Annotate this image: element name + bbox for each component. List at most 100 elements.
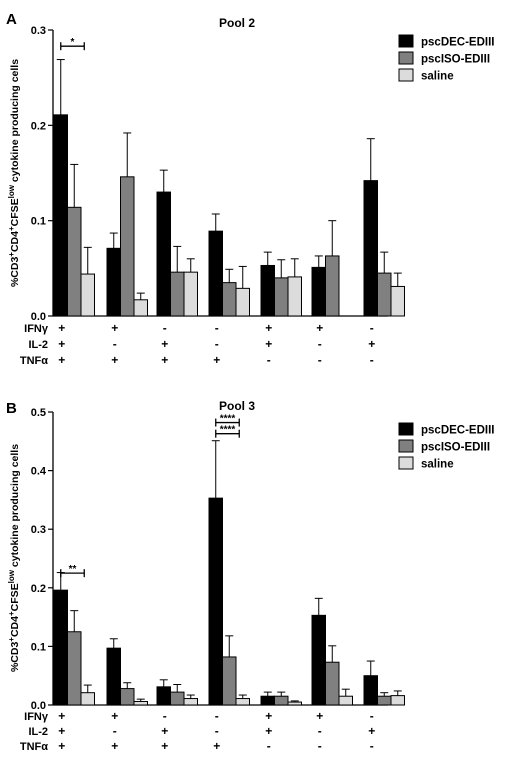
cytokine-sign: - <box>163 321 167 335</box>
bar-saline <box>133 299 148 317</box>
cytokine-sign: + <box>265 709 272 723</box>
bar-pscdec-ediii <box>156 191 171 317</box>
legend-swatch <box>398 456 414 470</box>
cytokine-sign: + <box>368 337 375 351</box>
cytokine-sign: - <box>267 353 271 367</box>
bar-psciso-ediii <box>67 206 82 317</box>
y-tick-label: 0.3 <box>31 25 46 37</box>
bar-saline <box>235 698 250 706</box>
legend-label: pscDEC-EDIII <box>421 37 495 49</box>
label-part: %CD3 <box>9 642 21 673</box>
cytokine-sign: - <box>318 353 322 367</box>
y-tick-label: 0.2 <box>31 120 46 132</box>
cytokine-sign: - <box>370 353 374 367</box>
cytokine-sign: + <box>316 709 323 723</box>
y-tick-label: 0.1 <box>31 216 46 228</box>
cytokine-sign: + <box>111 321 118 335</box>
bar-saline <box>183 698 198 706</box>
cytokine-sign: + <box>265 724 272 738</box>
cytokine-sign: + <box>265 321 272 335</box>
cytokine-sign: - <box>113 724 117 738</box>
bar-psciso-ediii <box>222 656 237 706</box>
cytokine-row-label: IL-2 <box>28 339 48 351</box>
superscript: + <box>7 252 16 257</box>
cytokine-sign: + <box>58 739 65 753</box>
label-part: cytokine producing cells <box>9 444 21 570</box>
superscript: low <box>7 569 16 583</box>
bar-psciso-ediii <box>170 271 185 317</box>
cytokine-sign: - <box>215 724 219 738</box>
bar-psciso-ediii <box>274 277 289 317</box>
legend-label: pscISO-EDIII <box>421 54 490 66</box>
bar-saline <box>287 701 302 706</box>
y-tick-label: 0.4 <box>31 466 47 478</box>
y-tick-label: 0.1 <box>31 641 46 653</box>
cytokine-row-label: TNFα <box>20 741 48 753</box>
cytokine-sign: + <box>161 337 168 351</box>
cytokine-row-label: IFNγ <box>24 323 49 335</box>
label-part: CD4 <box>9 231 21 252</box>
bar-saline <box>390 285 405 317</box>
cytokine-row-label: IFNγ <box>24 711 49 723</box>
cytokine-sign: - <box>318 739 322 753</box>
bar-pscdec-ediii <box>260 264 275 317</box>
bar-psciso-ediii <box>67 631 82 706</box>
cytokine-sign: + <box>265 337 272 351</box>
y-tick-label: 0.3 <box>31 524 46 536</box>
superscript: low <box>7 184 16 198</box>
cytokine-sign: + <box>58 353 65 367</box>
cytokine-sign: + <box>58 724 65 738</box>
bar-pscdec-ediii <box>311 614 326 706</box>
bar-saline <box>235 287 250 317</box>
bar-saline <box>183 271 198 317</box>
bar-psciso-ediii <box>325 255 340 317</box>
significance-label: ** <box>69 564 77 575</box>
bar-pscdec-ediii <box>208 230 223 317</box>
cytokine-sign: + <box>368 724 375 738</box>
cytokine-sign: + <box>111 739 118 753</box>
label-part: %CD3 <box>9 257 21 288</box>
bar-pscdec-ediii <box>53 589 68 706</box>
y-tick-label: 0.2 <box>31 583 46 595</box>
superscript: + <box>7 611 16 616</box>
bar-pscdec-ediii <box>208 497 223 706</box>
bar-pscdec-ediii <box>363 180 378 317</box>
bar-pscdec-ediii <box>156 686 171 706</box>
legend-swatch <box>398 422 414 436</box>
cytokine-sign: - <box>318 337 322 351</box>
label-part: CFSE <box>9 198 21 226</box>
cytokine-sign: - <box>370 709 374 723</box>
bar-pscdec-ediii <box>311 266 326 317</box>
cytokine-sign: - <box>318 724 322 738</box>
y-axis-label: %CD3+CD4+CFSElow cytokine producing cell… <box>7 444 22 672</box>
bar-pscdec-ediii <box>260 695 275 706</box>
cytokine-sign: - <box>163 709 167 723</box>
cytokine-sign: - <box>113 337 117 351</box>
chart-title: Pool 2 <box>219 16 255 30</box>
y-tick-label: 0.0 <box>31 700 46 712</box>
significance-label: **** <box>220 425 236 436</box>
cytokine-sign: + <box>316 321 323 335</box>
legend-label: pscDEC-EDIII <box>421 425 495 437</box>
cytokine-sign: + <box>58 321 65 335</box>
superscript: + <box>7 226 16 231</box>
bar-pscdec-ediii <box>106 647 121 706</box>
legend-swatch <box>398 439 414 453</box>
cytokine-sign: + <box>111 709 118 723</box>
panel-letter: A <box>6 11 17 28</box>
cytokine-row-label: IL-2 <box>28 726 48 738</box>
bar-psciso-ediii <box>274 695 289 706</box>
label-part: CD4 <box>9 616 21 637</box>
legend-swatch <box>398 68 414 82</box>
panel-A: A Pool 20.00.10.20.3%CD3+CD4+CFSElow cyto… <box>6 11 495 367</box>
cytokine-sign: + <box>111 353 118 367</box>
bar-saline <box>80 692 95 706</box>
legend-swatch <box>398 51 414 65</box>
cytokine-sign: - <box>215 321 219 335</box>
cytokine-sign: + <box>213 353 220 367</box>
legend-label: pscISO-EDIII <box>421 442 490 454</box>
cytokine-sign: - <box>267 739 271 753</box>
bar-psciso-ediii <box>377 272 392 317</box>
legend-label: saline <box>421 459 454 471</box>
